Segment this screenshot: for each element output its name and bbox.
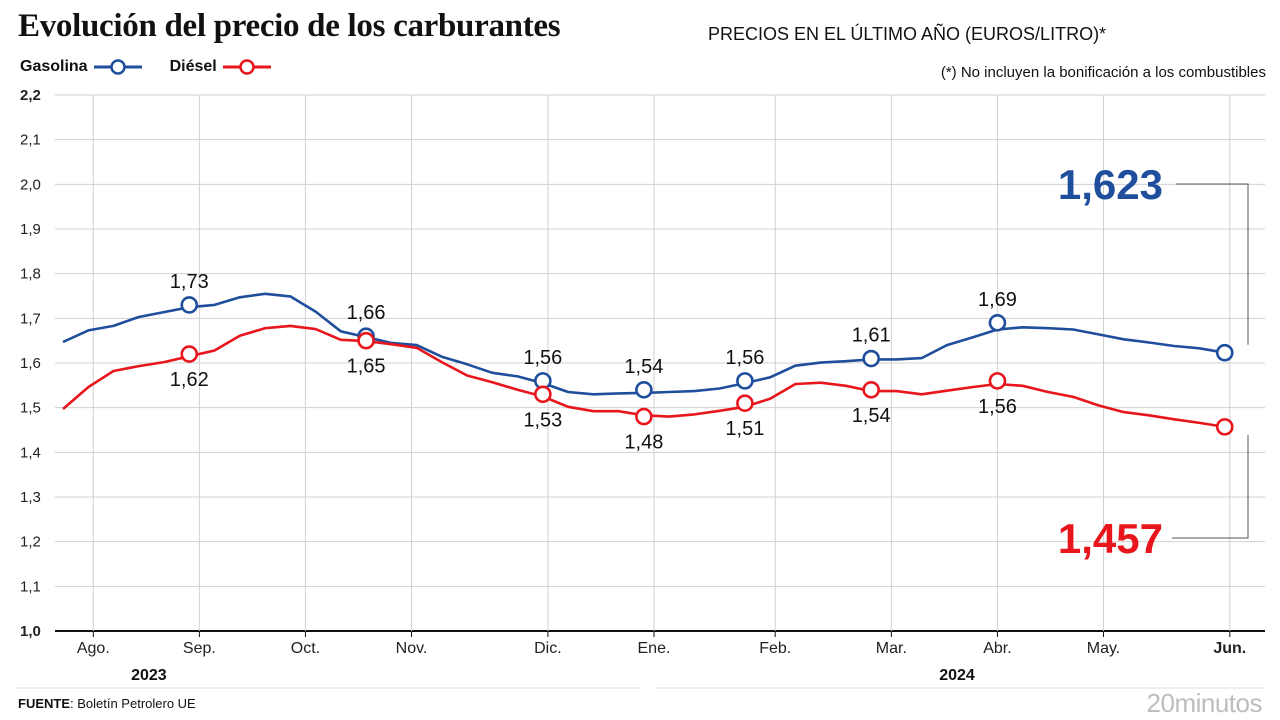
x-tick-label: Nov. [396,640,428,657]
data-label: 1,54 [624,356,663,378]
y-tick-label: 1,6 [20,355,41,372]
legend-line-marker-icon [222,59,271,75]
y-tick-label: 2,0 [20,176,41,193]
year-label: 2023 [131,667,167,684]
data-label: 1,65 [347,356,386,378]
y-tick-label: 1,5 [20,400,41,417]
x-tick-label: Abr. [983,640,1011,657]
data-point-marker [1215,343,1234,362]
series-line-gasolina [62,292,1225,396]
legend-label-diesel: Diésel [169,58,217,75]
chart-subtitle: PRECIOS EN EL ÚLTIMO AÑO (EUROS/LITRO)* [708,24,1107,44]
data-label: 1,66 [347,302,386,324]
final-value-gasolina: 1,623 [1058,161,1163,208]
x-tick-label: Jun. [1213,640,1246,657]
y-tick-label: 1,0 [20,623,41,640]
y-tick-label: 1,2 [20,534,41,551]
callout-line [1176,183,1249,345]
data-point-marker [1215,418,1234,436]
legend-item-gasolina: Gasolina [20,58,142,76]
final-value-diesel: 1,457 [1058,515,1163,562]
data-label: 1,56 [523,347,562,369]
data-label: 1,48 [624,432,663,454]
data-point-marker [635,380,653,399]
data-label: 1,62 [170,369,209,391]
data-label: 1,61 [852,325,891,347]
source: FUENTE: Boletín Petrolero UE [18,696,196,711]
data-point-marker [988,372,1007,390]
x-tick-label: Ago. [77,640,110,657]
x-tick-label: Oct. [291,640,320,657]
legend-label-gasolina: Gasolina [20,58,88,75]
legend: Gasolina Diésel [20,58,299,76]
x-tick-label: Sep. [183,640,216,657]
data-point-marker [736,394,754,413]
x-tick-label: May. [1087,640,1120,657]
data-point-marker [736,372,754,390]
data-label: 1,51 [725,418,764,440]
data-point-marker [534,385,552,404]
year-label: 2024 [939,667,975,684]
chart-title: Evolución del precio de los carburantes [18,8,561,44]
source-text: : Boletín Petrolero UE [70,696,196,711]
y-tick-label: 2,1 [20,132,41,149]
data-point-marker [862,349,880,368]
legend-line-marker-icon [93,59,142,75]
y-tick-label: 1,1 [20,578,41,595]
footnote: (*) No incluyen la bonificación a los co… [940,64,1266,81]
x-tick-label: Feb. [759,640,791,657]
x-tick-label: Ene. [638,640,671,657]
data-point-marker [180,296,199,314]
data-label: 1,73 [170,271,209,293]
y-tick-label: 1,3 [20,489,41,506]
brand-logo: 20minutos [1146,688,1263,718]
y-tick-label: 1,4 [20,444,41,461]
source-label: FUENTE [18,696,70,711]
x-tick-label: Mar. [876,640,907,657]
data-label: 1,54 [852,405,891,427]
data-label: 1,56 [725,347,764,369]
y-tick-label: 1,8 [20,266,41,283]
legend-item-diesel: Diésel [170,58,271,76]
x-tick-label: Dic. [534,640,562,657]
data-label: 1,69 [978,289,1017,311]
y-tick-label: 1,7 [20,310,41,327]
data-label: 1,53 [523,409,562,431]
data-label: 1,56 [978,396,1017,418]
data-point-marker [635,407,653,426]
y-tick-label: 2,2 [20,87,41,104]
data-point-marker [180,345,199,363]
data-point-marker [357,331,375,350]
y-tick-label: 1,9 [20,221,41,238]
callout-line [1172,434,1249,539]
data-point-marker [862,380,880,399]
data-point-marker [988,313,1007,332]
